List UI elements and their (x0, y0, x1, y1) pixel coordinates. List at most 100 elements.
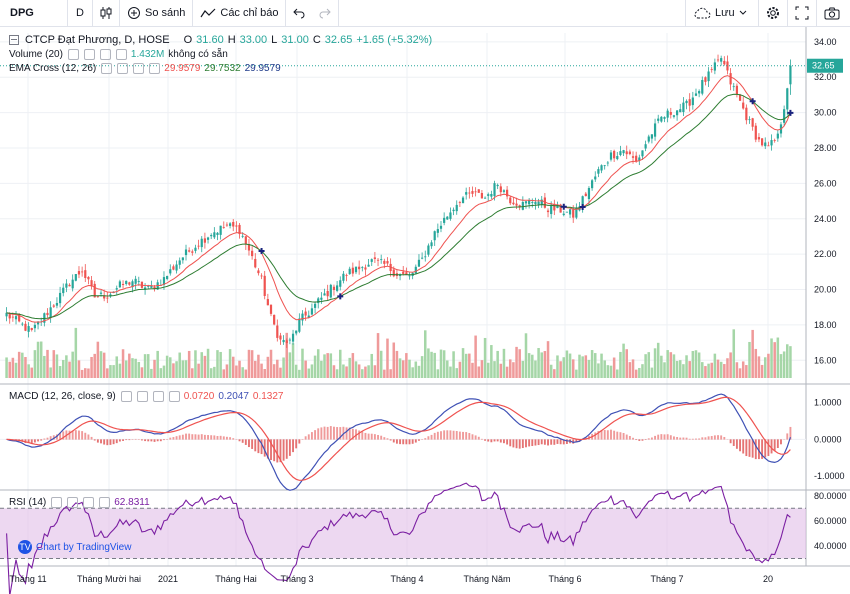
more-icon[interactable] (99, 497, 110, 508)
macd-histogram-bar (276, 439, 278, 462)
snapshot-button[interactable] (816, 0, 850, 26)
eye-icon[interactable] (51, 497, 62, 508)
candle (478, 189, 480, 193)
candle-body (166, 276, 168, 279)
candle (182, 257, 184, 263)
candle-body (330, 285, 332, 298)
symbol-search-button[interactable]: DPG (0, 0, 68, 26)
candle (194, 245, 196, 254)
candle (15, 311, 17, 324)
collapse-icon[interactable] (9, 35, 19, 45)
candle (260, 273, 262, 279)
candle (248, 239, 250, 256)
eye-icon[interactable] (121, 391, 132, 402)
macd-histogram-bar (283, 439, 285, 460)
candle (106, 292, 108, 303)
eye-icon[interactable] (68, 49, 79, 60)
macd-histogram-bar (453, 431, 455, 440)
candle-body (446, 217, 448, 220)
low-label: L (271, 34, 277, 46)
macd-histogram-bar (106, 439, 108, 445)
candle (408, 272, 410, 280)
candle (695, 89, 697, 97)
macd-histogram-bar (704, 437, 706, 439)
volume-bar (405, 353, 408, 378)
macd-histogram-bar (534, 439, 536, 445)
candle-body (245, 236, 247, 244)
candle-body (24, 324, 26, 331)
candle-body (597, 169, 599, 174)
rsi-value: 62.8311 (114, 497, 149, 508)
settings-icon[interactable] (137, 391, 148, 402)
volume-bar (673, 354, 676, 378)
volume-bar (251, 350, 254, 378)
settings-icon[interactable] (117, 63, 128, 74)
settings-icon[interactable] (67, 497, 78, 508)
candle (122, 280, 124, 288)
indicators-button[interactable]: Các chỉ báo (193, 0, 286, 26)
candle (361, 266, 363, 271)
candle-body (537, 202, 539, 205)
candle-body (767, 145, 769, 146)
close-icon[interactable] (83, 497, 94, 508)
interval-button[interactable]: D (68, 0, 93, 26)
candle-body (345, 275, 347, 276)
settings-button[interactable] (758, 0, 787, 26)
close-icon[interactable] (100, 49, 111, 60)
candle-body (286, 340, 288, 343)
candle (449, 208, 451, 221)
candle (534, 198, 536, 210)
fullscreen-button[interactable] (787, 0, 816, 26)
price-tick-label: 22.00 (814, 249, 837, 259)
volume-bar (125, 360, 128, 378)
candle (597, 167, 599, 177)
close-icon[interactable] (153, 391, 164, 402)
volume-bar (134, 359, 137, 378)
close-icon[interactable] (133, 63, 144, 74)
candle (544, 193, 546, 209)
volume-bar (496, 351, 499, 378)
chart-type-button[interactable] (93, 0, 120, 26)
volume-bar (213, 367, 216, 378)
compare-button[interactable]: So sánh (120, 0, 193, 26)
candle-body (503, 190, 505, 192)
candle-body (616, 156, 618, 159)
volume-bar (638, 368, 641, 378)
volume-bar (131, 358, 134, 378)
volume-bar (90, 357, 93, 378)
more-icon[interactable] (116, 49, 127, 60)
more-icon[interactable] (149, 63, 160, 74)
price-chart[interactable]: 34.0032.0030.0028.0026.0024.0022.0020.00… (0, 27, 850, 594)
candle-body (547, 211, 549, 213)
macd-histogram-bar (195, 434, 197, 439)
candle (333, 285, 335, 296)
macd-histogram-bar (664, 434, 666, 439)
rsi-tick-label: 40.0000 (814, 541, 847, 551)
candle-body (770, 140, 772, 145)
candle-body (667, 111, 669, 118)
settings-icon[interactable] (84, 49, 95, 60)
save-button[interactable]: Lưu (685, 0, 758, 26)
candle (282, 335, 284, 345)
more-icon[interactable] (169, 391, 180, 402)
candle-body (572, 210, 574, 218)
volume-bar (396, 351, 399, 378)
redo-button[interactable] (312, 0, 339, 26)
volume-bar (758, 356, 761, 378)
macd-histogram-bar (717, 435, 719, 439)
macd-histogram-bar (314, 430, 316, 440)
macd-histogram-bar (128, 439, 130, 440)
volume-bar (172, 363, 175, 378)
volume-bar (616, 369, 619, 378)
eye-icon[interactable] (101, 63, 112, 74)
volume-bar (594, 353, 597, 378)
candle-body (213, 232, 215, 237)
macd-histogram-bar (317, 428, 319, 439)
candle (90, 276, 92, 289)
candle-body (698, 91, 700, 93)
candle-body (585, 194, 587, 196)
tradingview-watermark[interactable]: TV Chart by TradingView (18, 540, 131, 554)
candle-body (270, 305, 272, 314)
undo-button[interactable] (286, 0, 312, 26)
candle-body (314, 304, 316, 308)
